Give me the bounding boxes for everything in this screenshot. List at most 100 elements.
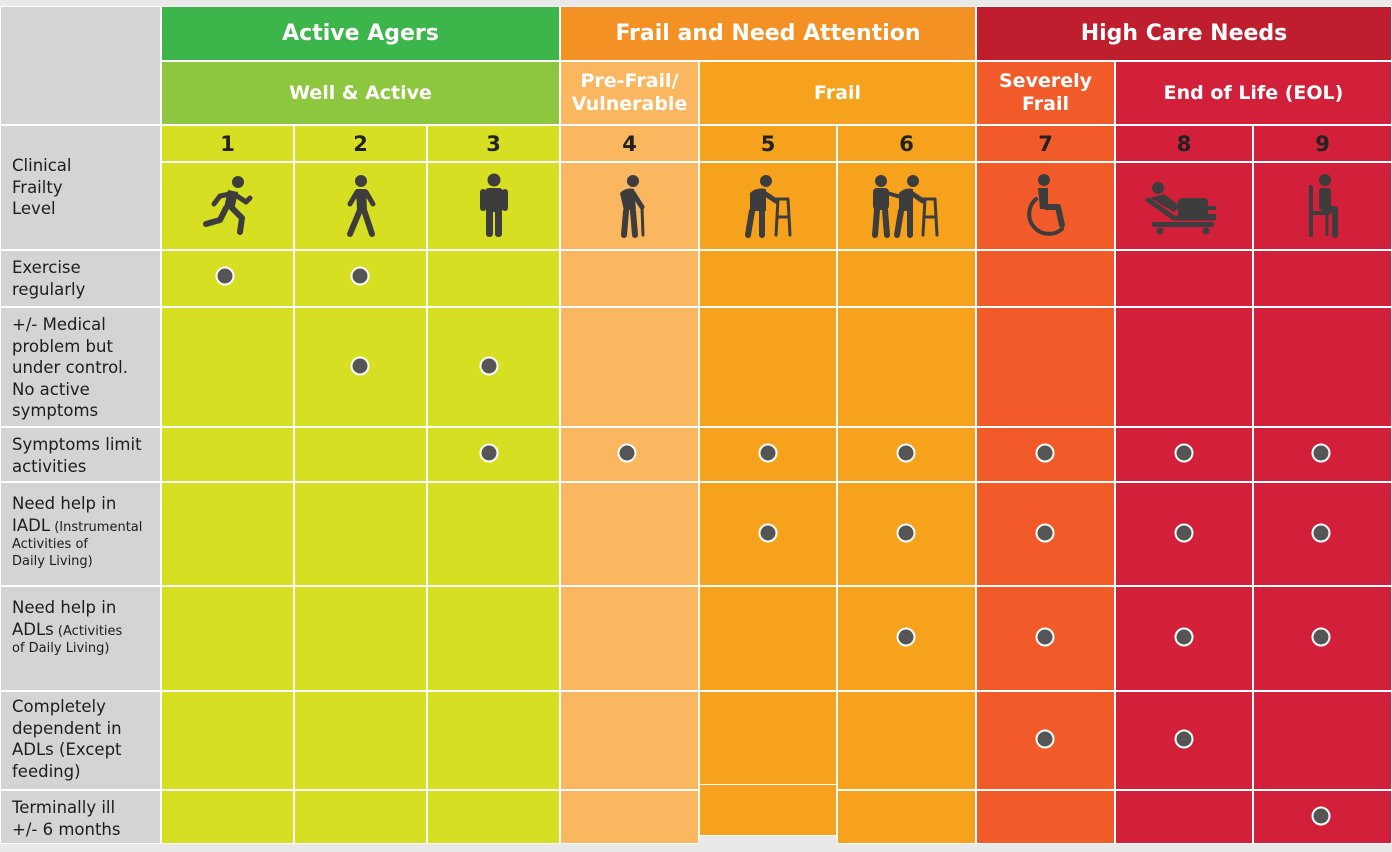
indicator-dot: [1311, 806, 1331, 826]
grid-cell: [1115, 691, 1253, 790]
grid-cell: [560, 691, 699, 790]
subgroup-label-line2: Frail: [1022, 93, 1069, 115]
grid-cell: [427, 250, 560, 307]
label-small: Activities of: [12, 537, 88, 552]
grid-cell: [699, 691, 837, 790]
level-number-cell: 9: [1253, 125, 1392, 162]
indicator-dot: [1035, 443, 1055, 463]
person-seated-in-chair-icon: [1303, 173, 1343, 239]
grid-cell: [1253, 250, 1392, 307]
level-number: 4: [622, 131, 637, 156]
indicator-dot: [758, 443, 778, 463]
person-in-bed-icon: [1144, 176, 1224, 236]
row-label-clinical-frailty-level: Clinical Frailty Level: [0, 125, 161, 250]
indicator-dot: [1311, 443, 1331, 463]
level-number-cell: 5: [699, 125, 837, 162]
level-number: 6: [899, 131, 914, 156]
indicator-dot: [896, 627, 916, 647]
running-person-icon: [198, 174, 258, 238]
indicator-dot: [215, 266, 235, 286]
grid-cell: [560, 482, 699, 586]
grid-cell: [1115, 250, 1253, 307]
level-number: 5: [760, 131, 776, 156]
indicator-dot: [1174, 443, 1194, 463]
grid-cell: [976, 307, 1115, 427]
bottom-strip: [0, 844, 1392, 852]
grid-cell: [427, 586, 560, 691]
grid-cell: [161, 790, 294, 844]
row-label-medical-problem: +/- Medical problem but under control. N…: [0, 307, 161, 427]
grid-cell: [1115, 790, 1253, 844]
label-line: symptoms: [12, 401, 99, 420]
label-small: (Instrumental: [50, 519, 143, 535]
grid-cell: [161, 250, 294, 307]
grid-cell: [976, 790, 1115, 844]
level-icon-cell: [837, 162, 976, 250]
grid-cell: [294, 790, 427, 844]
row-label-iadl: Need help in IADL (Instrumental Activiti…: [0, 482, 161, 586]
subgroup-label: End of Life (EOL): [1163, 81, 1344, 104]
indicator-dot: [896, 523, 916, 543]
grid-cell: [161, 691, 294, 790]
indicator-dot: [479, 443, 499, 463]
label-line: regularly: [12, 279, 86, 299]
row-label-terminally-ill: Terminally ill +/- 6 months: [0, 790, 161, 844]
level-number-cell: 6: [837, 125, 976, 162]
subgroup-frail: Frail: [699, 61, 976, 125]
level-number-cell: 1: [161, 125, 294, 162]
label-line: Completely: [12, 697, 106, 716]
indicator-dot: [1035, 523, 1055, 543]
label-line: +/- Medical: [12, 315, 106, 334]
level-number: 7: [1038, 131, 1053, 156]
label-line: activities: [12, 456, 87, 476]
subgroup-label: Well & Active: [289, 81, 432, 104]
level-icon-cell: [976, 162, 1115, 250]
level-number: 9: [1315, 131, 1330, 156]
indicator-dot: [1174, 729, 1194, 749]
subgroup-label-line1: Pre-Frail/: [580, 70, 679, 92]
grid-cell: [976, 250, 1115, 307]
standing-person-icon: [476, 173, 512, 239]
group-frail-attention: Frail and Need Attention: [560, 6, 976, 61]
label-small: (Activities: [53, 623, 123, 639]
indicator-dot: [1174, 627, 1194, 647]
grid-cell: [161, 307, 294, 427]
label-line: Symptoms limit: [12, 435, 142, 454]
grid-cell: [294, 427, 427, 482]
grid-cell: [294, 586, 427, 691]
level-number: 1: [220, 131, 235, 156]
label-line: problem but: [12, 336, 113, 356]
indicator-dot: [1035, 627, 1055, 647]
corner-cell: [0, 6, 161, 125]
label-line: ADLs (Except: [12, 740, 122, 759]
label-line: +/- 6 months: [12, 819, 121, 839]
label-line: Need help in: [12, 598, 117, 617]
label-small: of Daily Living): [12, 641, 110, 656]
grid-cell: [837, 691, 976, 790]
row-label-completely-dependent: Completely dependent in ADLs (Except fee…: [0, 691, 161, 790]
subgroup-end-of-life: End of Life (EOL): [1115, 61, 1392, 125]
grid-cell: [1253, 307, 1392, 427]
level-number-cell: 8: [1115, 125, 1253, 162]
indicator-dot: [758, 523, 778, 543]
level-icon-cell: [1253, 162, 1392, 250]
grid-cell: [161, 482, 294, 586]
person-with-cane-icon: [608, 173, 652, 239]
assisted-person-with-walker-icon: [867, 173, 947, 239]
label-line: Exercise: [12, 258, 81, 277]
grid-cell: [699, 586, 837, 691]
group-label: High Care Needs: [1080, 21, 1288, 46]
row-label-adls: Need help in ADLs (Activities of Daily L…: [0, 586, 161, 691]
person-with-walker-icon: [740, 173, 796, 239]
grid-cell: [699, 427, 837, 482]
label-main: IADL: [12, 515, 51, 535]
subgroup-severely-frail: Severely Frail: [976, 61, 1115, 125]
indicator-dot: [1174, 523, 1194, 543]
grid-cell: [837, 250, 976, 307]
label-small: Daily Living): [12, 554, 93, 569]
label-line: Level: [12, 199, 56, 219]
indicator-dot: [350, 266, 370, 286]
label-main: ADLs: [12, 619, 54, 639]
level-number-cell: 4: [560, 125, 699, 162]
